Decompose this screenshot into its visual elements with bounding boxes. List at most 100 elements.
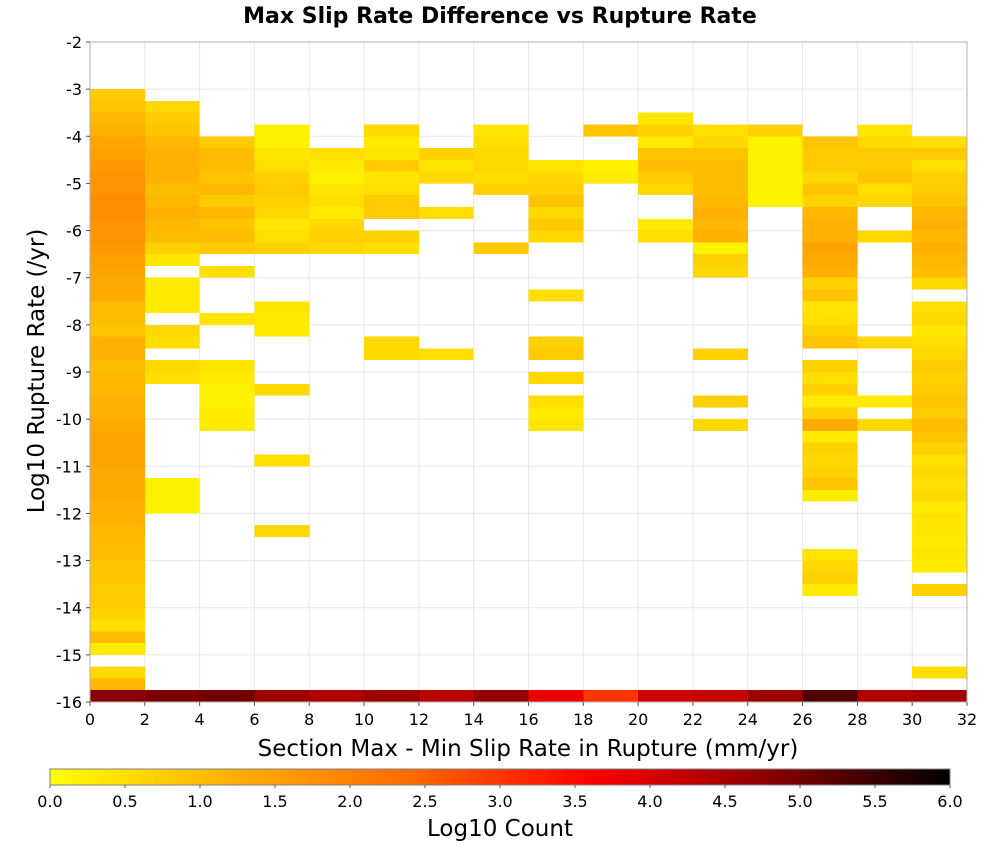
heatmap-cell — [90, 395, 145, 408]
heatmap-cell — [528, 289, 584, 302]
heatmap-cell — [309, 195, 365, 207]
heatmap-cell — [912, 501, 967, 514]
heatmap-cell — [473, 690, 529, 702]
heatmap-cell — [144, 207, 200, 219]
heatmap-cell — [692, 395, 748, 408]
heatmap-cell — [90, 489, 145, 502]
heatmap-cell — [473, 124, 529, 137]
heatmap-cell — [912, 537, 967, 549]
heatmap-cell — [144, 289, 200, 302]
heatmap-cell — [912, 230, 967, 243]
heatmap-cell — [692, 242, 748, 255]
heatmap-cell — [912, 419, 967, 431]
heatmap-cell — [528, 230, 584, 243]
heatmap-cell — [473, 171, 529, 184]
heatmap-cell — [254, 301, 310, 314]
heatmap-cell — [912, 383, 967, 396]
x-tick-label: 14 — [464, 710, 484, 729]
heatmap-cell — [747, 183, 803, 196]
heatmap-cell — [309, 159, 365, 172]
heatmap-cell — [912, 513, 967, 526]
heatmap-cell — [90, 242, 145, 255]
x-tick-label: 24 — [738, 710, 758, 729]
heatmap-cell — [144, 301, 200, 314]
x-tick-label: 0 — [85, 710, 95, 729]
heatmap-cell — [912, 548, 967, 561]
heatmap-cell — [747, 195, 803, 207]
heatmap-cell — [747, 159, 803, 172]
heatmap-cell — [528, 690, 584, 702]
heatmap-cell — [528, 218, 584, 231]
heatmap-cell — [254, 148, 310, 160]
x-tick-label: 2 — [140, 710, 150, 729]
heatmap-cell — [638, 124, 693, 137]
heatmap-cell — [473, 159, 529, 172]
heatmap-cell — [802, 560, 858, 573]
heatmap-cell — [199, 159, 255, 172]
y-tick-label: -10 — [56, 410, 82, 429]
heatmap-cell — [144, 112, 200, 125]
heatmap-cell — [528, 183, 584, 196]
heatmap-cell — [638, 183, 693, 196]
heatmap-cell — [802, 395, 858, 408]
heatmap-cell — [857, 171, 913, 184]
heatmap-cell — [144, 218, 200, 231]
colorbar-tick-label: 2.0 — [337, 792, 362, 811]
heatmap-cell — [309, 230, 365, 243]
heatmap-cell — [528, 336, 584, 349]
heatmap-cell — [802, 372, 858, 384]
heatmap-cell — [144, 277, 200, 290]
y-tick-label: -6 — [66, 222, 82, 241]
y-tick-label: -11 — [56, 457, 82, 476]
heatmap-cell — [912, 395, 967, 408]
heatmap-cell — [912, 254, 967, 266]
heatmap-cell — [254, 690, 310, 702]
heatmap-cell — [364, 171, 419, 184]
heatmap-cell — [90, 313, 145, 325]
colorbar — [49, 768, 951, 786]
heatmap-cell — [802, 430, 858, 443]
heatmap-cell — [254, 383, 310, 396]
heatmap-cell — [912, 242, 967, 255]
heatmap-cell — [912, 584, 967, 596]
heatmap-cell — [692, 195, 748, 207]
heatmap-cell — [144, 183, 200, 196]
heatmap-cell — [528, 407, 584, 420]
heatmap-cell — [692, 348, 748, 361]
heatmap-cell — [254, 230, 310, 243]
heatmap-cell — [692, 136, 748, 149]
heatmap-cell — [254, 454, 310, 467]
heatmap-cell — [802, 407, 858, 420]
heatmap-cell — [802, 584, 858, 596]
x-tick-label: 18 — [573, 710, 593, 729]
heatmap-cell — [364, 124, 419, 137]
heatmap-cell — [90, 607, 145, 620]
heatmap-cell — [90, 383, 145, 396]
heatmap-cell — [199, 372, 255, 384]
heatmap-cell — [857, 159, 913, 172]
colorbar-tick-label: 4.0 — [637, 792, 662, 811]
x-tick-label: 6 — [249, 710, 259, 729]
heatmap-cell — [144, 324, 200, 337]
y-tick-label: -5 — [66, 174, 82, 193]
heatmap-cell — [802, 572, 858, 585]
heatmap-cell — [638, 148, 693, 160]
heatmap-cell — [638, 136, 693, 149]
heatmap-cell — [912, 489, 967, 502]
heatmap-cell — [144, 336, 200, 349]
heatmap-cell — [90, 430, 145, 443]
heatmap-cell — [90, 631, 145, 644]
heatmap-cell — [692, 254, 748, 266]
heatmap-cell — [364, 183, 419, 196]
heatmap-cell — [912, 159, 967, 172]
heatmap-cell — [254, 195, 310, 207]
y-tick-label: -9 — [66, 363, 82, 382]
heatmap-cell — [418, 690, 474, 702]
heatmap-cell — [90, 148, 145, 160]
colorbar-tick-label: 3.5 — [562, 792, 587, 811]
x-tick-label: 32 — [957, 710, 977, 729]
heatmap-cell — [144, 124, 200, 137]
heatmap-cell — [90, 360, 145, 372]
heatmap-cell — [802, 277, 858, 290]
